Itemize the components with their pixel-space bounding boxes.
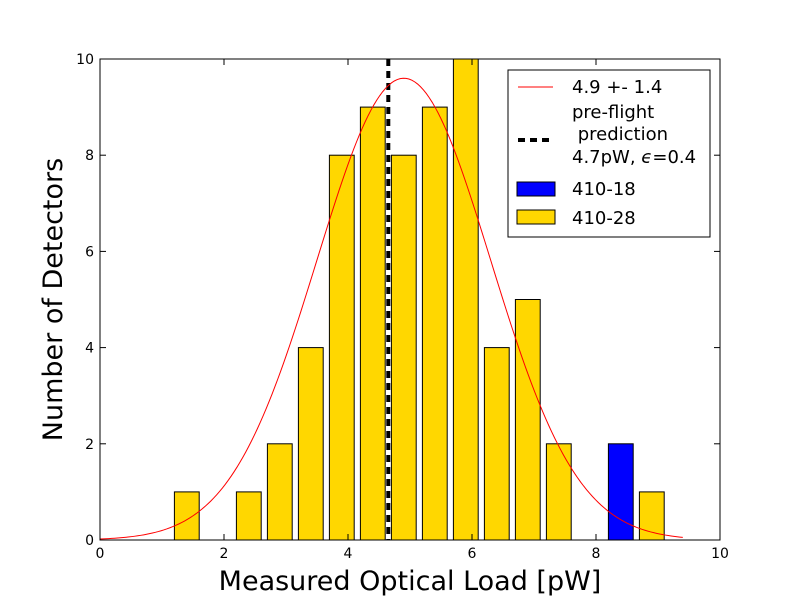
x-axis-label: Measured Optical Load [pW] bbox=[219, 566, 602, 597]
ticks-layer: 0 2 4 6 8 10 0 2 4 6 8 10 bbox=[76, 52, 729, 562]
epsilon-symbol: ϵ bbox=[641, 147, 652, 168]
bar-410-18 bbox=[607, 443, 634, 541]
x-tick-label: 2 bbox=[220, 546, 229, 562]
y-tick-label: 8 bbox=[85, 148, 94, 164]
legend-fit-label: 4.9 +- 1.4 bbox=[572, 77, 662, 98]
bar-410-28 bbox=[297, 347, 324, 541]
legend-reference-label-line2: prediction bbox=[572, 124, 668, 145]
legend-410-18-swatch bbox=[516, 181, 556, 197]
y-axis-label: Number of Detectors bbox=[38, 158, 69, 441]
bar-410-28 bbox=[421, 106, 448, 541]
bar-410-28 bbox=[514, 299, 541, 541]
x-tick-label: 4 bbox=[344, 546, 353, 562]
legend-reference-label-line1: pre-flight bbox=[572, 102, 654, 123]
bar-410-28 bbox=[235, 491, 262, 541]
bar-410-28 bbox=[390, 154, 417, 541]
legend-410-28-label: 410-28 bbox=[572, 208, 636, 229]
bar-410-28 bbox=[483, 347, 510, 541]
legend-410-18-label: 410-18 bbox=[572, 179, 636, 200]
legend-box bbox=[507, 69, 711, 238]
plot-frame bbox=[99, 58, 721, 541]
x-tick-label: 8 bbox=[592, 546, 601, 562]
bar-410-28 bbox=[452, 58, 479, 541]
y-tick-label: 4 bbox=[85, 341, 94, 357]
y-tick-label: 2 bbox=[85, 437, 94, 453]
legend-410-28-swatch bbox=[516, 209, 556, 225]
x-tick-label: 0 bbox=[96, 546, 105, 562]
fit-layer bbox=[99, 77, 683, 540]
gaussian-fit-curve bbox=[99, 77, 683, 540]
legend: 4.9 +- 1.4 pre-flight prediction 4.7pW, … bbox=[507, 69, 711, 238]
bar-410-28 bbox=[545, 443, 572, 541]
x-tick-label: 10 bbox=[711, 546, 729, 562]
bar-410-28 bbox=[638, 491, 665, 541]
y-tick-label: 6 bbox=[85, 244, 94, 260]
legend-reference-epsilon-value: =0.4 bbox=[652, 147, 696, 168]
legend-reference-label-line3: 4.7pW, ϵ=0.4 bbox=[572, 147, 696, 168]
bar-410-28 bbox=[173, 491, 200, 541]
bar-410-28 bbox=[266, 443, 293, 541]
bar-410-28 bbox=[359, 106, 386, 541]
bars-layer bbox=[173, 58, 665, 541]
y-tick-label: 10 bbox=[76, 52, 94, 68]
y-tick-label: 0 bbox=[85, 533, 94, 549]
legend-reference-value: 4.7pW, bbox=[572, 147, 641, 168]
x-tick-label: 6 bbox=[468, 546, 477, 562]
bar-410-28 bbox=[328, 154, 355, 541]
